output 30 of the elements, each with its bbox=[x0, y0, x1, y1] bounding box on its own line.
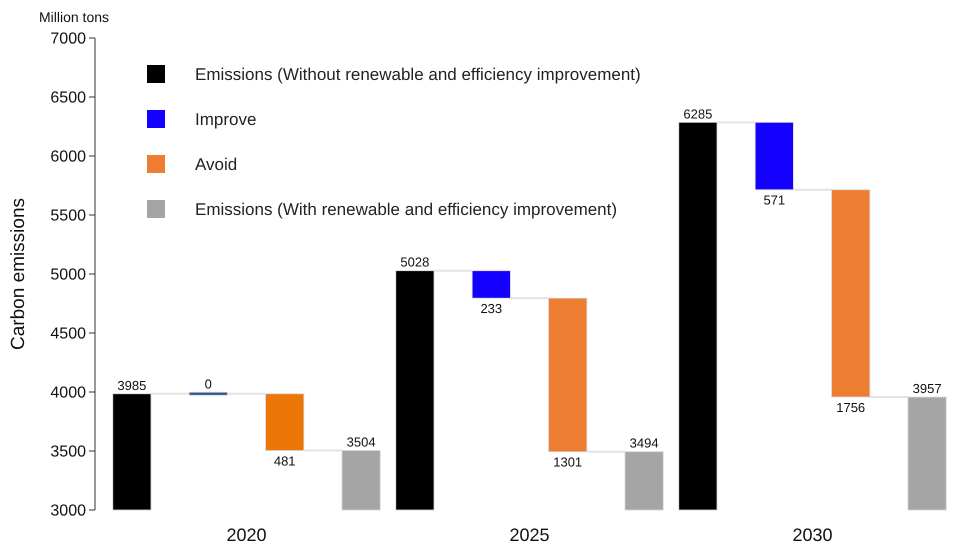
x-tick-label: 2030 bbox=[792, 525, 833, 545]
y-tick-label: 4000 bbox=[50, 384, 86, 402]
legend-label: Emissions (With renewable and efficiency improvement) bbox=[195, 200, 618, 219]
data-label: 481 bbox=[274, 454, 296, 469]
data-label: 6285 bbox=[683, 106, 712, 122]
data-label: 571 bbox=[763, 192, 786, 208]
y-tick-label: 5500 bbox=[50, 208, 86, 225]
data-label: 5028 bbox=[400, 254, 430, 270]
data-label: 3957 bbox=[912, 381, 942, 396]
data-label: 1301 bbox=[553, 454, 582, 470]
text: Million tons bbox=[38, 9, 110, 25]
y-axis-title: Carbon emissions bbox=[8, 198, 29, 350]
data-label: 3985 bbox=[117, 378, 146, 393]
data-label: 233 bbox=[480, 301, 502, 316]
y-tick-label: 4500 bbox=[50, 326, 86, 343]
data-label: 3494 bbox=[630, 436, 659, 451]
y-tick-label: 6000 bbox=[50, 148, 86, 166]
y-tick-label: 6500 bbox=[50, 90, 86, 107]
y-tick-label: 7000 bbox=[50, 30, 86, 48]
legend-label: Emissions (Without renewable and efficiency improvement) bbox=[195, 64, 641, 84]
data-label: 0 bbox=[204, 376, 212, 392]
data-label: 3504 bbox=[346, 434, 376, 450]
y-tick-label: 5000 bbox=[50, 266, 86, 284]
legend-label: Avoid bbox=[195, 154, 238, 174]
x-tick-label: 2020 bbox=[226, 525, 267, 545]
y-tick-label: 3000 bbox=[50, 502, 86, 520]
y-tick-label: 3500 bbox=[50, 444, 86, 461]
legend-label: Improve bbox=[195, 110, 256, 129]
x-tick-label: 2025 bbox=[509, 525, 550, 545]
data-label: 1756 bbox=[836, 400, 866, 415]
